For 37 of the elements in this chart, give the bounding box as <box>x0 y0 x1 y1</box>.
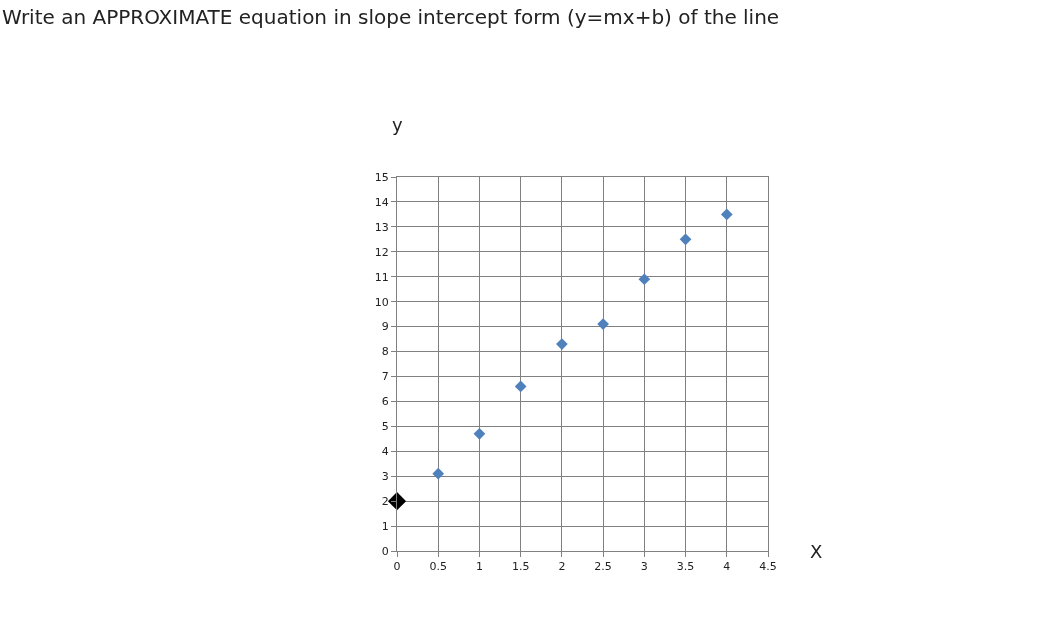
x-tick-label: 4 <box>723 560 731 574</box>
point <box>597 318 609 330</box>
x-axis-title: X <box>810 541 823 562</box>
point <box>556 338 568 350</box>
y-tick-label: 0 <box>381 544 389 558</box>
x-tick-label: 2.5 <box>594 560 612 574</box>
y-tick-label: 3 <box>381 470 389 484</box>
point <box>514 380 527 393</box>
y-axis-title: y <box>392 114 403 135</box>
y-tick-label: 13 <box>374 220 389 234</box>
x-tick-label: 3.5 <box>676 560 695 574</box>
x-tick-label: 3 <box>640 560 648 574</box>
point <box>720 208 733 221</box>
y-tick-label: 12 <box>374 245 389 259</box>
x-tick-label: 2 <box>558 560 566 574</box>
y-tick-label: 4 <box>381 445 389 459</box>
y-tick-label: 9 <box>381 320 389 334</box>
y-tick-label: 8 <box>381 345 389 359</box>
x-tick-label: 0.5 <box>429 560 447 574</box>
x-tick-label: 1.5 <box>511 560 530 574</box>
point <box>679 233 692 246</box>
y-tick-label: 2 <box>381 494 389 508</box>
chart-title: Write an APPROXIMATE equation in slope intercept form (y=mx+b) of the line <box>2 5 780 29</box>
y-tick-label: 5 <box>381 420 389 434</box>
y-tick-label: 10 <box>374 295 389 309</box>
y-tick-label: 1 <box>381 519 389 533</box>
x-tick-label: 1 <box>475 560 483 574</box>
y-tick-label: 7 <box>381 370 389 384</box>
x-tick-label: 4.5 <box>759 560 777 574</box>
point <box>432 467 445 480</box>
y-tick-label: 14 <box>374 195 389 209</box>
y-tick-label: 15 <box>374 170 389 184</box>
y-tick-label: 11 <box>374 270 389 284</box>
y-tick-label: 6 <box>381 395 389 409</box>
x-tick-label: 0 <box>393 560 401 574</box>
point <box>473 427 486 440</box>
point <box>638 273 651 286</box>
